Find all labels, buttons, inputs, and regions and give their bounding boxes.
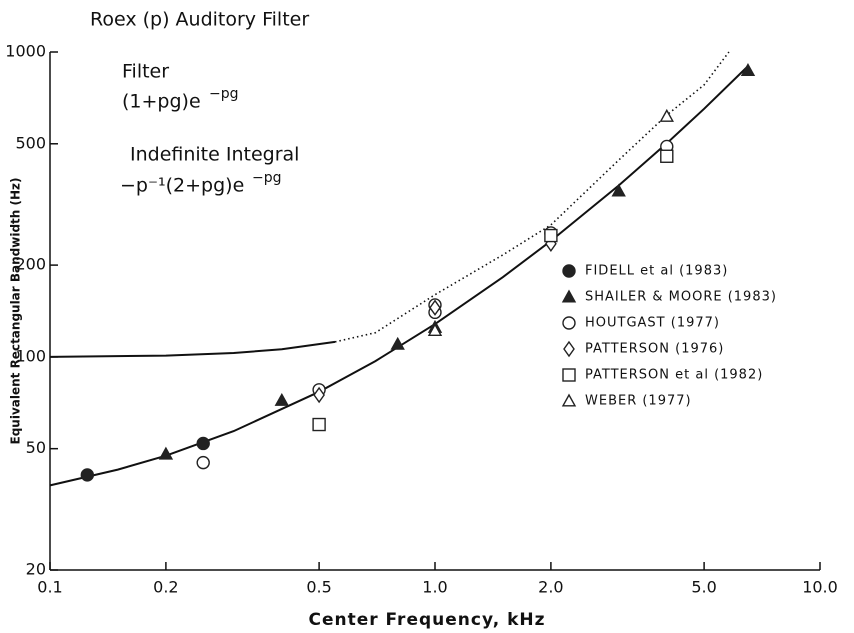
point (660, 149, 674, 163)
annotation: −pg (209, 86, 239, 102)
y-axis-label: Equivalent Rectangular Bandwidth (Hz) (9, 178, 23, 445)
x-tick-label: 1.0 (422, 578, 447, 597)
x-tick-label: 5.0 (691, 578, 716, 597)
y-tick-label: 500 (15, 133, 46, 152)
legend-label: HOUTGAST (1977) (585, 316, 720, 331)
point (80, 468, 95, 482)
legend-label: PATTERSON et al (1982) (585, 368, 763, 383)
legend-marker (562, 316, 576, 330)
point (429, 299, 441, 316)
point (427, 323, 443, 337)
annotation: (1+pg)e (122, 91, 201, 113)
point (274, 392, 289, 406)
legend-label: FIDELL et al (1983) (585, 264, 728, 279)
legend-marker (562, 368, 576, 382)
legend-marker (561, 393, 577, 407)
x-tick-label: 0.1 (37, 578, 62, 597)
annotation: Indefinite Integral (130, 144, 299, 166)
curve (49, 340, 336, 358)
y-tick-label: 50 (26, 438, 46, 457)
point (196, 436, 210, 451)
annotation: Filter (122, 61, 169, 83)
legend-label: SHAILER & MOORE (1983) (585, 290, 777, 305)
legend-marker (562, 264, 576, 278)
x-tick-label: 2.0 (538, 578, 563, 597)
legend-label: PATTERSON (1976) (585, 342, 724, 357)
x-tick-label: 0.2 (153, 578, 178, 597)
plot-area: 0.1 0.2 0.5 1.0 2.0 5.0 10.0 20 50 100 200 500 1000 F… (5, 42, 838, 597)
annotation: −p⁻¹(2+pg)e (120, 175, 244, 197)
y-tick-label: 20 (26, 560, 46, 579)
point (196, 455, 210, 470)
legend-marker (563, 340, 575, 358)
x-axis-label: Center Frequency, kHz (308, 610, 545, 630)
x-tick-label: 0.5 (306, 578, 331, 597)
point (390, 336, 405, 350)
annotation: −pg (252, 170, 282, 186)
point (740, 62, 756, 76)
point (544, 228, 558, 243)
legend-marker (561, 289, 577, 303)
x-tick-label: 10.0 (802, 578, 838, 597)
y-tick-label: 200 (15, 255, 46, 274)
chart-title: Roex (p) Auditory Filter (90, 9, 309, 31)
point (611, 183, 626, 197)
y-tick-label: 1000 (5, 42, 46, 61)
y-tick-label: 100 (15, 346, 46, 365)
point (158, 446, 174, 460)
point (659, 108, 674, 122)
legend-label: WEBER (1977) (585, 394, 692, 409)
point (313, 386, 325, 404)
point (312, 417, 326, 432)
